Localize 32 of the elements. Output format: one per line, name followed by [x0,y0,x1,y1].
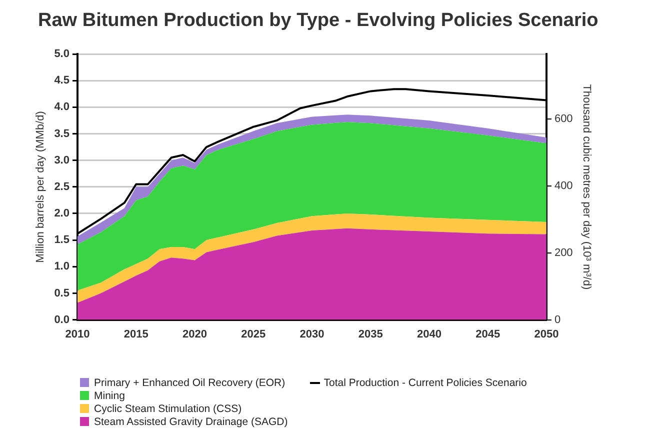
y2-tick-label: 0 [554,314,561,326]
legend-label: Total Production - Current Policies Scenario [322,376,527,389]
legend-label: Mining [93,389,126,402]
y-tick-label: 4.0 [54,101,70,114]
y-tick-label: 2.0 [54,208,70,220]
x-tick-label: 2035 [358,328,383,340]
y-tick-label: 3.0 [54,154,70,166]
y-tick-label: 4.5 [54,74,70,87]
y-tick-label: 1.0 [54,260,70,273]
y-tick-label: 5.0 [54,48,70,60]
chart-title: Raw Bitumen Production by Type - Evolving Policies Scenario [38,10,598,32]
x-tick-label: 2025 [241,328,266,340]
legend-label: Primary + Enhanced Oil Recovery (EOR) [93,376,286,389]
y-tick-label: 1.5 [54,234,70,246]
x-tick-label: 2030 [300,328,324,340]
x-tick-label: 2010 [65,328,90,340]
x-tick-label: 2020 [182,328,207,340]
y-tick-label: 0.0 [54,314,70,326]
y2-axis-title: Thousand cubic metres per day (10³ m³/d) [580,84,592,290]
y2-tick-label: 600 [554,113,573,126]
legend-label: Steam Assisted Gravity Drainage (SAGD) [93,415,288,428]
x-tick-label: 2015 [124,328,148,340]
x-tick-label: 2040 [416,328,442,340]
y-axis-title: Million barrels per day (MMb/d) [34,111,47,263]
x-tick-label: 2050 [534,328,559,340]
y-tick-label: 3.5 [54,128,70,140]
y2-tick-label: 200 [554,246,573,259]
y-tick-label: 0.5 [54,287,70,300]
y2-tick-label: 400 [554,180,573,192]
y-tick-label: 2.5 [54,180,70,193]
legend-label: Cyclic Steam Stimulation (CSS) [93,402,243,415]
x-tick-label: 2045 [476,328,500,340]
